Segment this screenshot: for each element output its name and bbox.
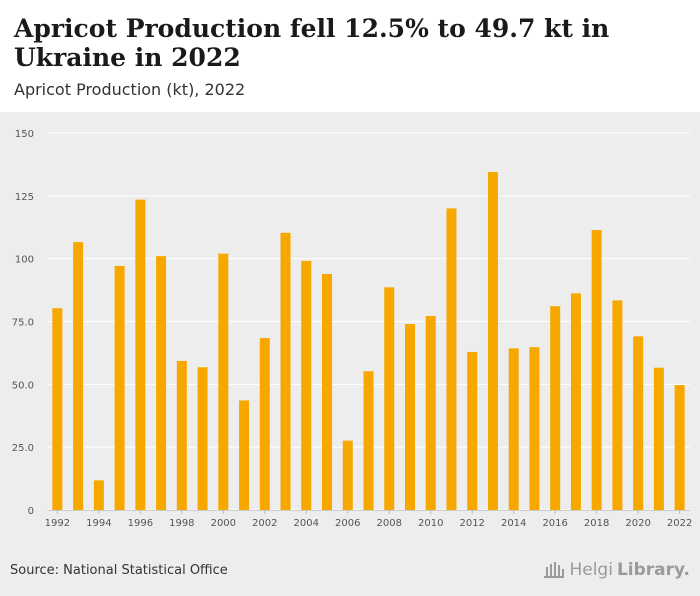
bar-1995[interactable] <box>114 265 125 510</box>
bar-2014[interactable] <box>508 348 519 510</box>
bar-2001[interactable] <box>239 400 250 510</box>
y-tick-label: 50.0 <box>12 380 34 391</box>
bar-2006[interactable] <box>342 440 353 510</box>
footer <box>0 550 700 596</box>
bar-2011[interactable] <box>446 208 457 510</box>
bar-2013[interactable] <box>487 171 498 510</box>
x-tick-label: 2008 <box>377 518 402 529</box>
x-tick-label: 1996 <box>128 518 153 529</box>
chart-header: Apricot Production fell 12.5% to 49.7 kt… <box>0 0 700 112</box>
bar-2022[interactable] <box>674 385 685 510</box>
x-tick-label: 2002 <box>252 518 277 529</box>
bar-2005[interactable] <box>322 273 333 510</box>
y-tick-label: 125 <box>15 192 34 203</box>
x-tick-label: 2012 <box>459 518 484 529</box>
bar-2004[interactable] <box>301 260 312 510</box>
bar-1994[interactable] <box>93 480 104 510</box>
bar-2007[interactable] <box>363 371 374 510</box>
y-tick-label: 150 <box>15 129 34 140</box>
chart-subtitle: Apricot Production (kt), 2022 <box>14 80 246 99</box>
bar-2015[interactable] <box>529 347 540 510</box>
bar-2000[interactable] <box>218 253 229 510</box>
bar-2009[interactable] <box>404 324 415 510</box>
bar-1998[interactable] <box>176 360 187 510</box>
bar-1992[interactable] <box>52 308 63 510</box>
bar-2008[interactable] <box>384 287 395 510</box>
x-tick-label: 1992 <box>45 518 70 529</box>
x-tick-label: 2016 <box>542 518 567 529</box>
y-tick-label: 100 <box>15 255 34 266</box>
bar-1997[interactable] <box>156 256 167 510</box>
x-tick-label: 2000 <box>211 518 236 529</box>
bar-1993[interactable] <box>73 242 84 510</box>
bar-2012[interactable] <box>467 351 478 510</box>
bar-1999[interactable] <box>197 367 208 510</box>
bar-1996[interactable] <box>135 199 146 510</box>
bar-2017[interactable] <box>570 293 581 510</box>
logo-text-helgi: Helgi <box>569 560 613 580</box>
x-tick-label: 2020 <box>625 518 650 529</box>
library-building-icon <box>544 562 565 578</box>
source-note: Source: National Statistical Office <box>10 563 228 578</box>
y-tick-label: 75.0 <box>12 318 34 329</box>
bar-2010[interactable] <box>425 315 436 510</box>
x-tick-label: 2006 <box>335 518 360 529</box>
y-tick-label: 25.0 <box>12 443 34 454</box>
bar-2020[interactable] <box>633 336 644 510</box>
bar-2018[interactable] <box>591 230 602 511</box>
bar-2002[interactable] <box>259 338 270 510</box>
x-tick-label: 2010 <box>418 518 443 529</box>
helgi-library-logo[interactable]: Helgi Library. <box>543 560 690 580</box>
bar-2016[interactable] <box>550 306 561 510</box>
x-tick-label: 1998 <box>169 518 194 529</box>
x-tick-label: 2004 <box>294 518 319 529</box>
x-tick-label: 2018 <box>584 518 609 529</box>
bar-2003[interactable] <box>280 232 291 510</box>
x-tick-label: 2014 <box>501 518 526 529</box>
x-tick-label: 2022 <box>667 518 692 529</box>
bar-chart: 0 25.0 50.0 75.0 100 125 150 1992 1994 1996 1998 20… <box>12 129 693 529</box>
bar-2019[interactable] <box>612 300 623 510</box>
chart-title: Apricot Production fell 12.5% to 49.7 kt… <box>14 14 610 72</box>
y-tick-label: 0 <box>28 506 34 517</box>
logo-text-library: Library. <box>616 560 690 580</box>
x-tick-label: 1994 <box>86 518 111 529</box>
bar-2021[interactable] <box>653 367 664 510</box>
